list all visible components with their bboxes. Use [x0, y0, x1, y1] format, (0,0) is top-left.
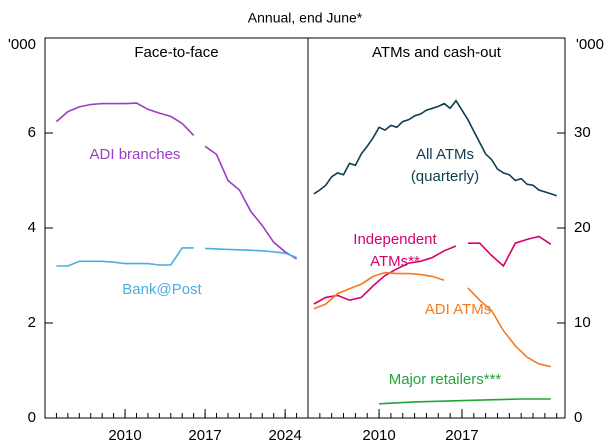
- plot-frame: [44, 37, 566, 419]
- y-tick-label: 0: [28, 409, 36, 426]
- y-tick-label: 2: [28, 314, 36, 331]
- y-tick-label: 6: [28, 124, 36, 141]
- series-label: ADI ATMs: [425, 301, 491, 318]
- series-line: [55, 102, 298, 260]
- series-line: [313, 271, 551, 368]
- series-label: Major retailers***: [389, 371, 502, 388]
- x-tick-label: 2010: [108, 427, 141, 444]
- panel-title: ATMs and cash-out: [372, 44, 502, 61]
- y-tick-label: 4: [28, 219, 36, 236]
- x-tick-label: 2010: [362, 427, 395, 444]
- y-tick-label: 10: [574, 314, 591, 331]
- series-label: Independent: [353, 231, 437, 248]
- panel-title: Face-to-face: [134, 44, 218, 61]
- x-tick-label: 2017: [188, 427, 221, 444]
- series-line: [313, 99, 557, 197]
- y-tick-label: 30: [574, 124, 591, 141]
- series-line: [379, 398, 551, 405]
- y-unit-label: '000: [8, 36, 36, 53]
- series-line: [313, 235, 552, 305]
- series-label: ATMs**: [370, 253, 420, 270]
- y-tick-label: 0: [574, 409, 582, 426]
- y-unit-label: '000: [576, 36, 604, 53]
- series-label: All ATMs: [416, 146, 474, 163]
- chart-subtitle: Annual, end June*: [248, 10, 363, 26]
- series-line: [56, 247, 297, 267]
- series-label: Bank@Post: [122, 281, 202, 298]
- series-label: ADI branches: [90, 146, 181, 163]
- series-label: (quarterly): [411, 168, 479, 185]
- x-tick-label: 2017: [445, 427, 478, 444]
- x-tick-label: 2024: [268, 427, 301, 444]
- y-tick-label: 20: [574, 219, 591, 236]
